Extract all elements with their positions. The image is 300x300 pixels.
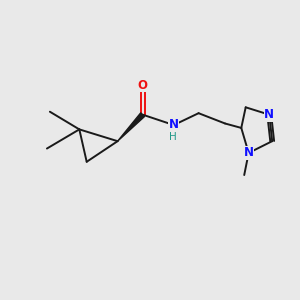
Text: H: H [169, 132, 177, 142]
Polygon shape [118, 113, 145, 141]
Text: N: N [264, 108, 274, 121]
Text: O: O [138, 79, 148, 92]
Text: N: N [244, 146, 254, 159]
Text: N: N [244, 146, 254, 159]
Text: O: O [138, 79, 148, 92]
Text: N: N [169, 118, 178, 131]
Text: N: N [169, 118, 178, 131]
Text: N: N [264, 108, 274, 121]
